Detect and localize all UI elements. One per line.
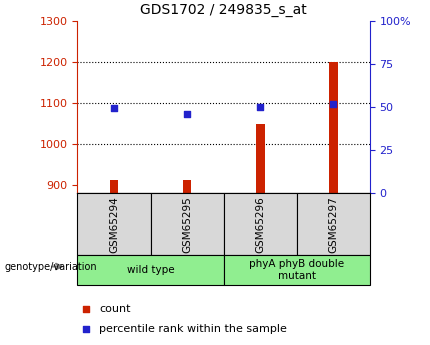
Point (330, 101, 337, 106)
Bar (329, 62, 338, 193)
Point (257, 104, 264, 110)
Point (184, 111, 190, 117)
FancyBboxPatch shape (297, 193, 370, 255)
Bar (256, 124, 264, 193)
Point (83, 306, 89, 312)
Point (111, 105, 117, 110)
FancyBboxPatch shape (150, 193, 224, 255)
Text: GSM65296: GSM65296 (255, 196, 265, 253)
Bar (110, 180, 118, 193)
FancyBboxPatch shape (224, 193, 297, 255)
Text: percentile rank within the sample: percentile rank within the sample (99, 325, 287, 334)
Text: GSM65294: GSM65294 (109, 196, 119, 253)
Text: wild type: wild type (127, 265, 174, 275)
Title: GDS1702 / 249835_s_at: GDS1702 / 249835_s_at (140, 3, 307, 17)
Text: GSM65295: GSM65295 (182, 196, 192, 253)
Bar (183, 180, 191, 193)
Text: phyA phyB double
mutant: phyA phyB double mutant (249, 259, 344, 281)
FancyBboxPatch shape (77, 255, 224, 285)
Text: count: count (99, 304, 130, 314)
FancyBboxPatch shape (224, 255, 370, 285)
Point (83, 327, 89, 332)
Text: GSM65297: GSM65297 (328, 196, 338, 253)
Text: genotype/variation: genotype/variation (4, 262, 97, 272)
FancyBboxPatch shape (77, 193, 150, 255)
